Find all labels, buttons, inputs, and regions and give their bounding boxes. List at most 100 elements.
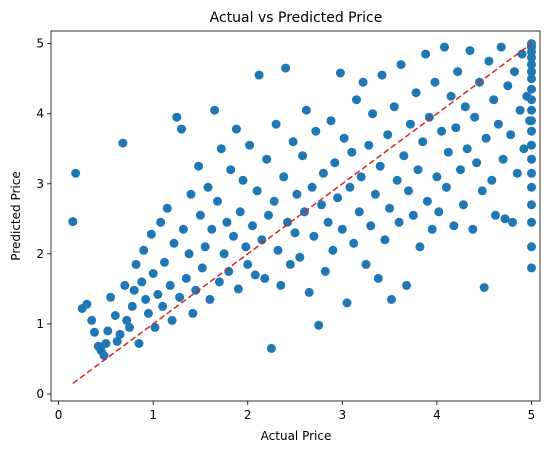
data-point xyxy=(158,301,168,311)
data-point xyxy=(285,259,295,269)
data-point xyxy=(500,214,510,224)
reference-line xyxy=(72,43,532,385)
data-point xyxy=(156,217,166,227)
data-point xyxy=(385,203,395,213)
y-axis-label: Predicted Price xyxy=(9,171,23,260)
data-point xyxy=(143,308,153,318)
data-point xyxy=(213,196,222,206)
data-point xyxy=(364,140,374,150)
data-point xyxy=(394,217,404,227)
data-point xyxy=(510,67,519,77)
data-point xyxy=(527,154,536,164)
data-point xyxy=(373,273,383,283)
data-point xyxy=(298,151,308,161)
data-point xyxy=(229,231,238,241)
data-point xyxy=(527,39,536,49)
data-point xyxy=(222,217,232,227)
data-point xyxy=(118,138,128,148)
data-point xyxy=(411,88,421,98)
data-point xyxy=(112,336,122,346)
data-point xyxy=(484,56,494,66)
data-point xyxy=(527,84,536,94)
data-point xyxy=(449,221,459,231)
data-point xyxy=(200,242,210,252)
data-point xyxy=(479,283,489,292)
y-axis: 0 1 2 3 4 5 xyxy=(36,37,51,401)
x-tick-label: 0 xyxy=(55,408,63,422)
data-point xyxy=(512,168,522,178)
data-point xyxy=(283,217,292,227)
data-point xyxy=(260,273,270,283)
data-point xyxy=(301,105,311,115)
data-point xyxy=(470,112,480,122)
data-point xyxy=(87,315,97,325)
data-point xyxy=(489,95,499,105)
data-point xyxy=(172,112,182,122)
data-point xyxy=(115,329,125,339)
data-point xyxy=(207,224,217,234)
data-point xyxy=(304,287,314,297)
data-point xyxy=(150,322,160,332)
data-point xyxy=(210,105,220,115)
data-point xyxy=(129,285,139,295)
data-point xyxy=(498,154,508,164)
data-point xyxy=(153,290,163,299)
reference-line-layer xyxy=(72,43,532,385)
data-point xyxy=(148,269,158,278)
data-point xyxy=(191,285,201,295)
data-point xyxy=(527,95,536,105)
data-point xyxy=(377,70,387,80)
data-point xyxy=(205,294,215,304)
data-point xyxy=(216,144,226,154)
data-point xyxy=(320,266,330,276)
data-point xyxy=(468,224,478,234)
data-point xyxy=(462,144,472,154)
data-point xyxy=(375,161,385,171)
data-point xyxy=(71,168,81,178)
data-point xyxy=(203,182,213,192)
data-point xyxy=(307,182,317,192)
data-point xyxy=(527,182,536,192)
data-point xyxy=(290,228,300,238)
x-tick-label: 5 xyxy=(528,408,536,422)
data-point xyxy=(349,238,359,248)
plot-frame xyxy=(50,30,541,402)
data-point xyxy=(186,189,196,199)
data-point xyxy=(527,60,536,70)
data-point xyxy=(82,299,92,309)
data-point xyxy=(226,165,236,175)
data-point xyxy=(175,292,185,302)
data-point xyxy=(271,119,281,129)
data-point xyxy=(214,277,224,287)
data-point xyxy=(413,165,423,175)
data-point xyxy=(90,327,99,337)
data-point xyxy=(477,186,487,196)
data-point xyxy=(356,172,366,182)
data-point xyxy=(508,217,518,227)
data-point xyxy=(127,301,137,311)
data-point xyxy=(408,210,418,220)
data-point xyxy=(188,308,198,318)
data-point xyxy=(197,263,207,273)
y-tick-label: 0 xyxy=(36,387,44,401)
data-point xyxy=(68,217,78,227)
data-point xyxy=(245,140,255,150)
data-point xyxy=(527,67,536,77)
data-point xyxy=(527,168,536,178)
data-point xyxy=(399,151,409,161)
data-point xyxy=(440,42,449,52)
data-point xyxy=(453,67,463,77)
data-point xyxy=(106,292,116,302)
data-point xyxy=(527,116,536,126)
data-point xyxy=(243,259,253,269)
data-point xyxy=(276,280,286,290)
data-point xyxy=(266,343,276,353)
data-point xyxy=(383,130,393,140)
data-point xyxy=(434,207,444,217)
data-point xyxy=(487,175,497,185)
data-point xyxy=(314,320,324,330)
data-point xyxy=(125,322,134,332)
data-point xyxy=(330,158,340,168)
data-point xyxy=(460,102,470,112)
data-point xyxy=(517,49,527,59)
